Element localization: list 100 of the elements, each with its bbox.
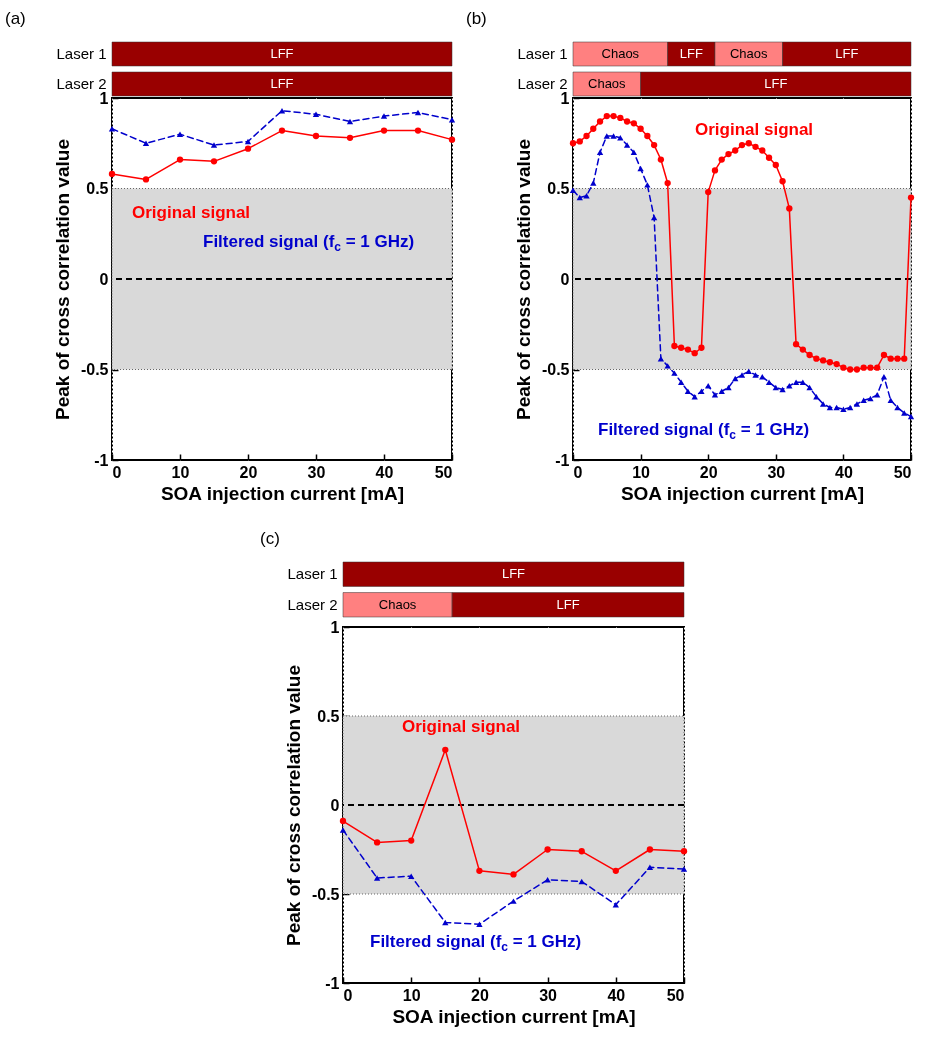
data-label: Chaos xyxy=(601,46,640,61)
point xyxy=(819,357,827,364)
point xyxy=(408,837,415,844)
point xyxy=(678,379,685,385)
point xyxy=(578,848,585,855)
y-tick-label: Laser 2 xyxy=(287,595,338,613)
y-tick-label: 0.5 xyxy=(86,180,109,197)
point xyxy=(671,370,678,376)
point xyxy=(278,127,286,134)
point xyxy=(244,138,252,145)
x-tick-label: 20 xyxy=(699,463,718,481)
y-tick-label: Laser 1 xyxy=(517,45,568,62)
point xyxy=(373,875,381,881)
point xyxy=(664,179,671,187)
point xyxy=(799,346,806,353)
point xyxy=(853,401,861,407)
data-label: LFF xyxy=(270,46,294,61)
y-tick-label: -0.5 xyxy=(541,361,570,378)
y-tick-label: 0 xyxy=(560,270,570,288)
y-axis-title: Peak of cross correlation value xyxy=(51,139,73,420)
point xyxy=(373,839,381,846)
point xyxy=(610,112,617,120)
chart-title: (a) xyxy=(5,8,26,28)
point xyxy=(142,140,150,146)
x-tick-label: 30 xyxy=(307,463,326,481)
point xyxy=(339,817,347,825)
y-tick-label: 0.5 xyxy=(547,180,570,197)
point xyxy=(711,167,719,174)
point xyxy=(617,114,624,122)
point xyxy=(705,383,712,389)
point xyxy=(108,126,116,132)
point xyxy=(874,364,881,371)
point xyxy=(596,149,604,156)
y-tick-label: Laser 1 xyxy=(56,45,107,62)
y-tick-label: Laser 1 xyxy=(287,565,338,583)
y-tick-label: -0.5 xyxy=(311,885,340,903)
point xyxy=(799,379,806,385)
point xyxy=(847,404,854,411)
y-tick-label: 0 xyxy=(99,270,109,288)
point xyxy=(887,355,894,362)
point xyxy=(772,161,779,169)
y-tick-label: -1 xyxy=(555,451,570,469)
x-tick-label: 20 xyxy=(239,463,258,481)
data-label: LFF xyxy=(501,566,526,582)
point xyxy=(476,867,483,875)
point xyxy=(752,372,759,378)
point xyxy=(442,746,449,753)
x-axis-title: SOA injection current [mA] xyxy=(620,482,865,504)
point xyxy=(901,410,908,416)
point xyxy=(644,182,651,188)
x-tick-label: 0 xyxy=(573,463,583,481)
point xyxy=(840,406,847,413)
x-tick-label: 0 xyxy=(343,986,353,1004)
point xyxy=(544,846,551,853)
y-tick-label: 1 xyxy=(560,89,570,107)
point xyxy=(510,898,517,904)
y-axis-title: Peak of cross correlation value xyxy=(512,139,534,420)
point xyxy=(630,120,637,127)
data-label: LFF xyxy=(270,76,294,91)
point xyxy=(244,145,252,152)
data-label: LFF xyxy=(556,596,580,612)
point xyxy=(752,143,759,151)
point xyxy=(646,846,654,853)
point xyxy=(576,138,583,145)
point xyxy=(874,392,881,398)
point xyxy=(510,871,517,878)
x-tick-label: 30 xyxy=(539,986,558,1004)
data-label: Chaos xyxy=(729,46,769,61)
series-label: Filtered signal (f$_{c}$ = 1 GHz) xyxy=(598,420,810,443)
series-label: Original signal xyxy=(132,203,251,222)
x-tick-label: 50 xyxy=(893,463,912,481)
point xyxy=(894,355,901,362)
point xyxy=(718,156,725,163)
chart-title: (c) xyxy=(260,528,280,548)
point xyxy=(819,401,827,407)
y-tick-label: Laser 2 xyxy=(517,75,568,92)
point xyxy=(678,344,685,351)
data-label: Chaos xyxy=(588,76,627,91)
point xyxy=(907,194,915,201)
point xyxy=(853,366,861,373)
point xyxy=(826,404,834,411)
point xyxy=(887,397,894,404)
point xyxy=(637,125,644,132)
y-tick-label: Laser 2 xyxy=(56,75,107,92)
point xyxy=(684,346,692,353)
point xyxy=(860,397,867,404)
point xyxy=(867,364,874,371)
point xyxy=(698,344,705,351)
data-label: LFF xyxy=(835,46,859,61)
point xyxy=(617,135,624,141)
point xyxy=(646,864,654,871)
point xyxy=(840,364,847,371)
point xyxy=(644,132,651,140)
point xyxy=(590,180,597,186)
point xyxy=(312,132,320,140)
point xyxy=(583,132,590,140)
point xyxy=(210,142,218,148)
point xyxy=(590,125,597,132)
point xyxy=(346,134,354,141)
point xyxy=(380,113,388,119)
